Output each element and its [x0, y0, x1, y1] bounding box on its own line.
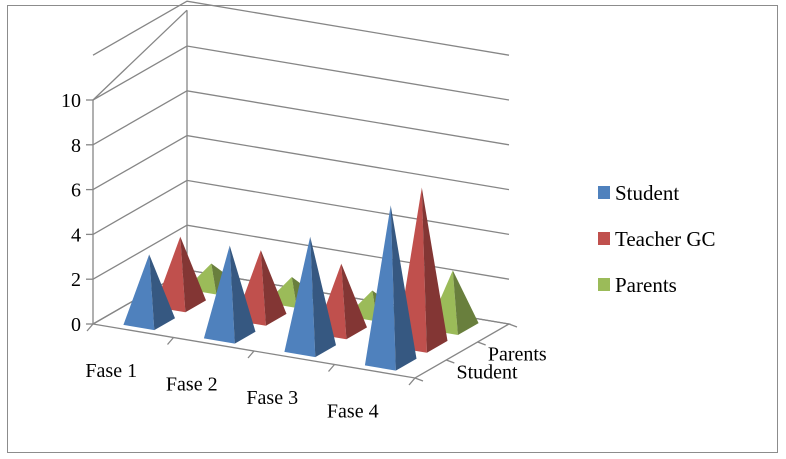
- legend-label: Student: [615, 181, 679, 205]
- pyramid-front-face: [203, 245, 235, 344]
- x-tick-label: Fase 4: [327, 400, 379, 422]
- x-tick-label: Fase 1: [85, 360, 137, 382]
- pyramid-side-face: [180, 236, 206, 313]
- pyramid-front-face: [123, 254, 155, 331]
- depth-tick-mark: [414, 377, 424, 382]
- depth-tick-mark: [508, 323, 518, 328]
- pyramid-side-face: [341, 263, 367, 340]
- y-tick-label: 6: [71, 180, 81, 202]
- axis-labels: 0 2 4 6 8 10 Fase 1 Fase 2 Fase 3 Fase 4 StudentPa…: [61, 90, 547, 422]
- pyramid-side-face: [229, 245, 256, 344]
- x-tick-mark: [247, 350, 255, 359]
- y-tick-label: 4: [71, 224, 81, 246]
- legend-swatch: [598, 232, 610, 245]
- y-tick-label: 2: [71, 269, 81, 291]
- chart-marks: [123, 187, 479, 371]
- pyramid-side-face: [421, 187, 448, 353]
- legend-swatch: [598, 186, 610, 199]
- legend-swatch: [598, 278, 610, 291]
- x-tick-mark: [408, 377, 416, 386]
- x-tick-mark: [328, 364, 335, 372]
- depth-tick-mark: [446, 359, 455, 364]
- gridline: [92, 0, 510, 56]
- pyramid-front-face: [364, 205, 396, 371]
- y-tick-label: 10: [61, 90, 81, 112]
- pyramid-front-face: [284, 236, 316, 358]
- pyramid-side-face: [310, 236, 336, 358]
- gridline: [92, 90, 510, 146]
- x-tick-mark: [167, 337, 174, 345]
- x-tick-mark: [86, 323, 94, 332]
- pyramid-side-face: [390, 205, 417, 371]
- pyramid-side-face: [260, 250, 287, 326]
- chart-legend: Student Teacher GC Parents: [598, 181, 716, 297]
- legend-label: Teacher GC: [615, 227, 716, 251]
- gridline: [92, 224, 510, 280]
- pyramid-mark: [364, 205, 417, 371]
- x-tick-label: Fase 2: [166, 373, 218, 395]
- depth-tick-label: Student: [457, 362, 519, 384]
- legend-label: Parents: [615, 273, 677, 297]
- gridline: [92, 179, 510, 236]
- pyramid-mark: [203, 245, 256, 344]
- depth-tick-mark: [477, 341, 486, 346]
- pyramid-mark: [123, 254, 175, 331]
- pyramid-mark: [284, 236, 336, 358]
- depth-tick-label: Parents: [488, 344, 547, 366]
- gridline: [92, 134, 510, 191]
- gridline: [92, 45, 510, 101]
- x-tick-label: Fase 3: [246, 387, 298, 409]
- side-wall-top-edge: [92, 9, 188, 101]
- chart-gridlines: [92, 0, 510, 325]
- y-tick-label: 0: [71, 314, 81, 336]
- pyramid-side-face: [149, 254, 175, 331]
- pyramid-side-face: [452, 270, 479, 335]
- y-tick-label: 8: [71, 135, 81, 157]
